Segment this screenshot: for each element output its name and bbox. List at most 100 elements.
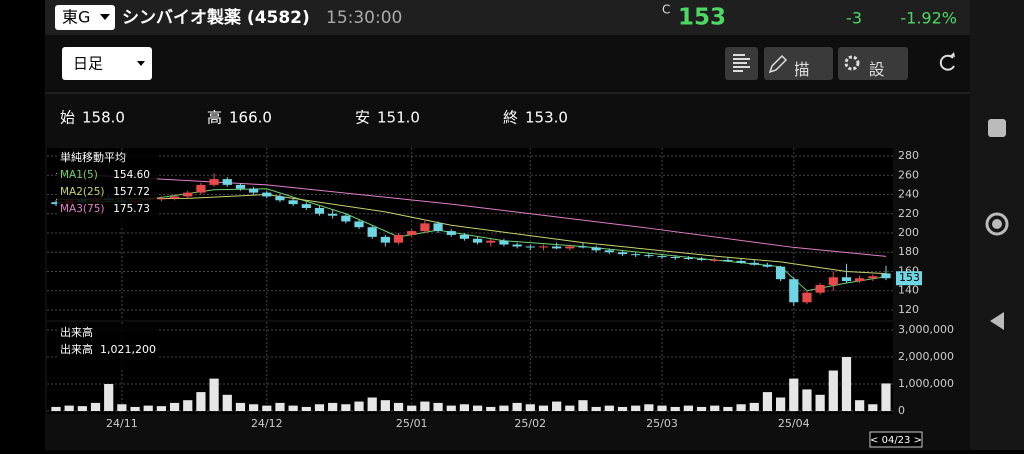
- candle-body: [262, 192, 272, 197]
- candle-body: [552, 246, 562, 249]
- market-dropdown[interactable]: [55, 5, 115, 30]
- draw-button[interactable]: [764, 47, 833, 80]
- volume-bar: [472, 405, 483, 411]
- candle-body: [499, 240, 509, 245]
- time: 15:30:00: [326, 8, 402, 28]
- legend-value: 157.72: [113, 186, 150, 198]
- y-tick-label: 280: [898, 149, 919, 162]
- volume-bar: [169, 402, 180, 411]
- volume-bar: [183, 400, 193, 411]
- volume-bar: [868, 404, 878, 411]
- candle-body: [51, 202, 61, 205]
- volume-bar: [683, 405, 693, 411]
- candle-body: [749, 262, 759, 265]
- volume-bar: [723, 406, 733, 411]
- volume-bar: [881, 383, 891, 411]
- y-tick-label: 240: [898, 188, 919, 201]
- candle-body: [156, 198, 167, 200]
- candle-body: [723, 259, 733, 261]
- volume-bar: [380, 400, 390, 411]
- candle-body: [275, 196, 285, 201]
- volume-bar: [275, 402, 285, 411]
- candle-body: [631, 254, 641, 256]
- price-tag: [896, 271, 922, 286]
- volume-bar: [104, 384, 114, 411]
- candle-body: [512, 244, 522, 247]
- volume-bar: [90, 402, 101, 411]
- change: -3: [846, 9, 862, 28]
- candle-body: [696, 258, 707, 260]
- draw-label-clip: 描画: [791, 61, 810, 101]
- legend-name: MA3(75): [60, 203, 104, 215]
- candle-body: [802, 292, 812, 303]
- market-text: 東G: [62, 8, 90, 27]
- price: 153: [678, 5, 726, 31]
- candle-body: [828, 277, 838, 285]
- candle-body: [341, 215, 351, 222]
- candle-body: [235, 184, 246, 189]
- volume-bar: [736, 404, 746, 411]
- chart: 始 158.0 高 166.0 安 151.0 終 153.0 24/11 24/12 25/01 2…: [47, 109, 954, 448]
- dropdown-arrow: [100, 14, 110, 20]
- volume-bar: [196, 392, 206, 411]
- candle-body: [433, 223, 443, 232]
- volume-bar: [617, 406, 628, 411]
- legend-value: 175.73: [113, 203, 150, 215]
- y-tick-label: 2,000,000: [898, 350, 954, 363]
- x-tick-label: 25/01: [396, 417, 428, 430]
- candle-body: [222, 179, 232, 185]
- ohlc-label: 安: [355, 109, 370, 127]
- candle-body: [446, 231, 456, 235]
- refresh-button[interactable]: [939, 54, 955, 71]
- volume-bar: [762, 392, 773, 411]
- volume-bar: [775, 397, 786, 411]
- settings-button[interactable]: [838, 47, 908, 80]
- volume-bar: [749, 402, 759, 411]
- home-dot: [992, 219, 1002, 229]
- candle-body: [459, 234, 470, 239]
- legend-value: 154.60: [113, 169, 150, 181]
- volume-bar: [789, 378, 799, 411]
- top-bar: [45, 0, 970, 35]
- candle-body: [841, 277, 852, 282]
- cursor-date-box: [869, 431, 923, 448]
- candle-body: [367, 227, 377, 237]
- home-button[interactable]: [985, 212, 1009, 236]
- settings-label-clip: 設定: [870, 61, 885, 80]
- candle-body: [314, 207, 325, 214]
- volume-bar: [525, 404, 535, 411]
- ohlc-label: 始: [60, 109, 75, 127]
- price-tag-label: 153: [899, 271, 920, 284]
- change-pct: -1.92%: [900, 9, 957, 28]
- x-tick-label: 25/04: [778, 417, 810, 430]
- candle-body: [657, 256, 667, 258]
- ohlc-value: 153.0: [525, 109, 568, 127]
- candle-body: [815, 284, 825, 293]
- recents-button[interactable]: [988, 119, 1006, 137]
- volume-bar: [486, 406, 496, 411]
- candle-body: [710, 259, 720, 261]
- ohlc-label: 高: [207, 109, 222, 127]
- volume-bar: [604, 405, 614, 411]
- draw-label: 描画: [791, 61, 810, 101]
- candle-body: [670, 257, 680, 259]
- volume-bar: [512, 402, 522, 411]
- volume-bar: [670, 406, 680, 411]
- volume-bar: [143, 405, 153, 411]
- volume-bar: [314, 404, 325, 411]
- candle-body: [209, 179, 219, 185]
- candle-body: [420, 223, 430, 232]
- back-button[interactable]: [990, 312, 1004, 330]
- period-dropdown[interactable]: [62, 47, 152, 80]
- volume-bar: [64, 405, 74, 411]
- volume-bar: [262, 405, 272, 411]
- volume-bar: [552, 401, 562, 411]
- volume-panel: [47, 322, 893, 414]
- candle-body: [354, 221, 364, 228]
- volume-bar: [393, 402, 404, 411]
- volume-legend-title: 出来高: [60, 325, 93, 339]
- candle-body: [249, 188, 259, 193]
- ohlc-value: 151.0: [377, 109, 420, 127]
- pencil-icon: [768, 54, 788, 74]
- volume-legend-name: 出来高: [60, 342, 93, 356]
